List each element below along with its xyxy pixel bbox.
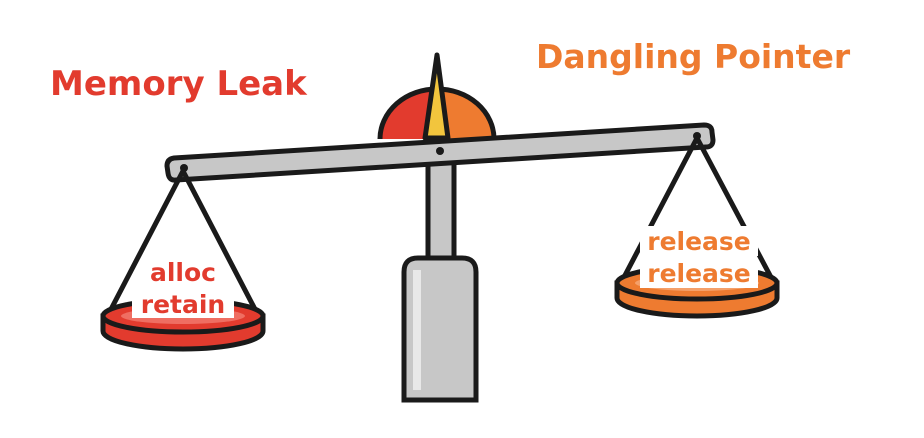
- balance-needle-icon: [422, 52, 451, 141]
- dangling-pointer-title: Dangling Pointer: [536, 37, 851, 76]
- right-pan-labels: release release: [640, 226, 758, 288]
- memory-leak-title: Memory Leak: [50, 64, 308, 104]
- balance-dial: [377, 86, 497, 140]
- left-pan-label-alloc: alloc: [150, 258, 216, 287]
- left-pan-label-retain: retain: [141, 290, 225, 319]
- left-pan-labels: alloc retain: [132, 256, 234, 319]
- right-pan-label-release-1: release: [647, 227, 751, 256]
- right-pan-label-release-2: release: [647, 259, 751, 288]
- central-post: [401, 157, 479, 403]
- balance-beam: [164, 122, 716, 183]
